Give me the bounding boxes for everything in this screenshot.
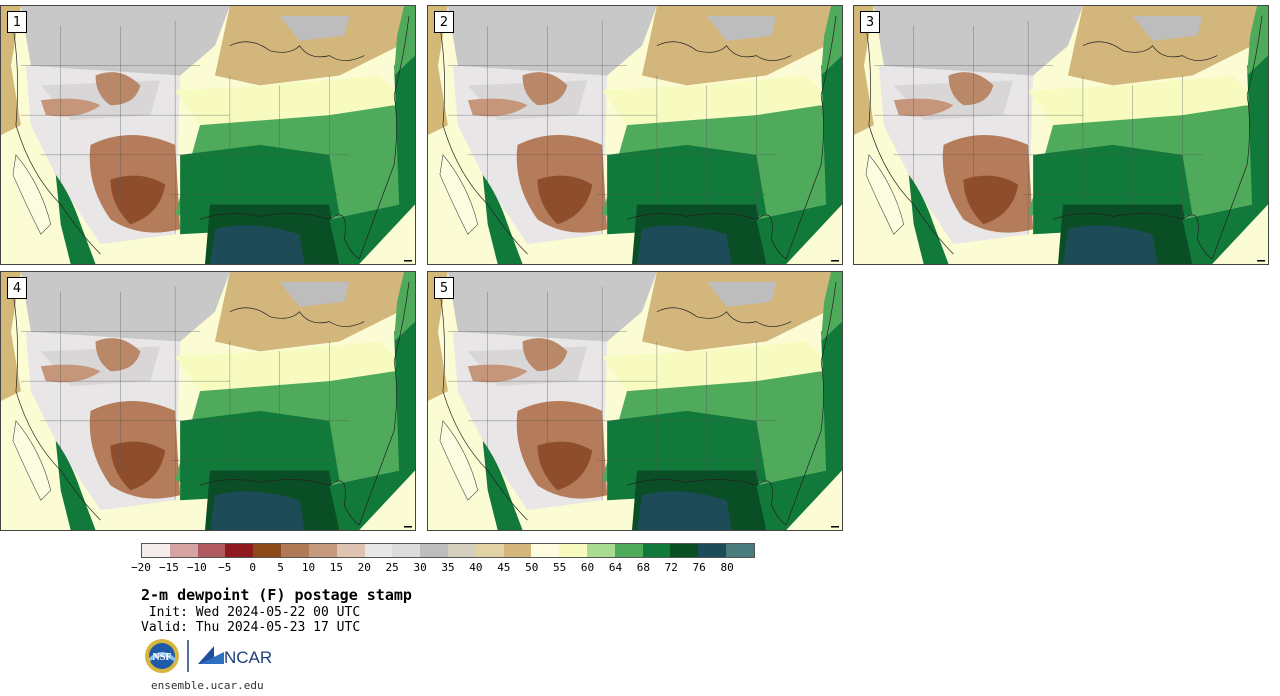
colorbar-tick-label: 68 xyxy=(636,561,650,574)
colorbar-swatch xyxy=(475,544,504,557)
colorbar-ticks: −20 −15 −10 −5 0 5 10 15 20 25 30 35 40 45 50 55 60 64 68 7… xyxy=(131,561,755,577)
plot-title: 2-m dewpoint (F) postage stamp xyxy=(141,586,412,604)
panel-number: 4 xyxy=(7,277,27,299)
colorbar-swatch xyxy=(336,544,365,557)
init-time: Init: Wed 2024-05-22 00 UTC xyxy=(141,605,361,620)
panel-number: 2 xyxy=(434,11,454,33)
dewpoint-map xyxy=(1,6,415,264)
colorbar-tick-label: 76 xyxy=(692,561,706,574)
colorbar-swatch xyxy=(642,544,671,557)
colorbar-swatch xyxy=(197,544,226,557)
colorbar-swatch xyxy=(169,544,198,557)
colorbar-tick-label: 50 xyxy=(525,561,539,574)
colorbar-swatch xyxy=(253,544,282,557)
logos: NSF NCAR xyxy=(144,638,284,674)
colorbar-swatch xyxy=(447,544,476,557)
dewpoint-map xyxy=(428,6,842,264)
colorbar-tick-label: −20 xyxy=(131,561,151,574)
colorbar-tick-label: 55 xyxy=(553,561,567,574)
colorbar-tick-label: −5 xyxy=(218,561,232,574)
colorbar-tick-label: 80 xyxy=(720,561,734,574)
ncar-logo-text: NCAR xyxy=(224,648,272,667)
panel-number: 3 xyxy=(860,11,880,33)
colorbar-tick-label: 20 xyxy=(357,561,371,574)
nsf-logo-icon: NSF xyxy=(145,639,179,673)
colorbar-swatch xyxy=(420,544,448,557)
panel-number: 5 xyxy=(434,277,454,299)
colorbar-tick-label: 0 xyxy=(249,561,256,574)
colorbar-swatch xyxy=(614,544,643,557)
colorbar-swatch xyxy=(559,544,587,557)
colorbar-swatch xyxy=(587,544,615,557)
nsf-logo-text: NSF xyxy=(153,652,172,663)
colorbar xyxy=(141,543,755,558)
colorbar-swatch xyxy=(392,544,421,557)
colorbar-tick-label: 5 xyxy=(277,561,284,574)
colorbar-tick-label: 35 xyxy=(441,561,455,574)
map-panel-4: 4 xyxy=(0,271,416,531)
dewpoint-map xyxy=(854,6,1268,264)
colorbar-swatch xyxy=(308,544,337,557)
colorbar-swatch xyxy=(726,544,754,557)
colorbar-swatch xyxy=(503,544,532,557)
colorbar-swatch xyxy=(281,544,309,557)
colorbar-swatch xyxy=(364,544,393,557)
map-panel-1: 1 xyxy=(0,5,416,265)
ncar-logo-icon: NCAR xyxy=(198,646,272,667)
colorbar-swatch xyxy=(670,544,699,557)
colorbar-tick-label: 40 xyxy=(469,561,483,574)
colorbar-swatch xyxy=(698,544,727,557)
colorbar-tick-label: 64 xyxy=(608,561,623,574)
colorbar-tick-label: 45 xyxy=(497,561,511,574)
map-panel-2: 2 xyxy=(427,5,843,265)
map-panel-5: 5 xyxy=(427,271,843,531)
colorbar-tick-label: 15 xyxy=(329,561,343,574)
dewpoint-map xyxy=(428,272,842,530)
colorbar-tick-label: −15 xyxy=(158,561,179,574)
panel-number: 1 xyxy=(7,11,27,33)
dewpoint-map xyxy=(1,272,415,530)
colorbar-tick-label: 10 xyxy=(301,561,316,574)
map-panel-3: 3 xyxy=(853,5,1269,265)
colorbar-swatch xyxy=(225,544,254,557)
colorbar-tick-label: 72 xyxy=(664,561,678,574)
website-link[interactable]: ensemble.ucar.edu xyxy=(151,679,264,692)
colorbar-swatch xyxy=(142,544,170,557)
colorbar-tick-label: −10 xyxy=(186,561,207,574)
valid-time: Valid: Thu 2024-05-23 17 UTC xyxy=(141,620,361,635)
colorbar-tick-label: 60 xyxy=(580,561,595,574)
colorbar-swatch xyxy=(531,544,560,557)
colorbar-tick-label: 30 xyxy=(413,561,427,574)
colorbar-tick-label: 25 xyxy=(385,561,399,574)
